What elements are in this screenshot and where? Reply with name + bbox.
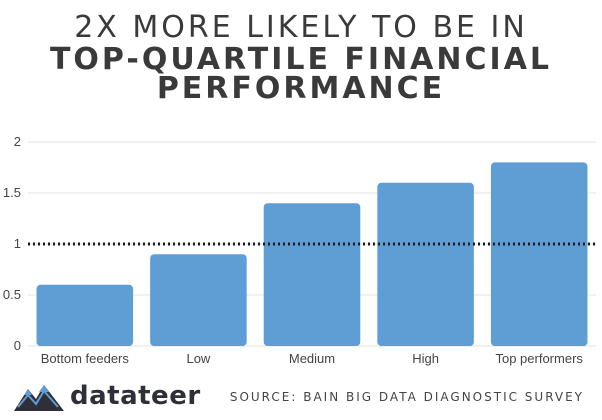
x-tick-label: Bottom feeders [41, 351, 130, 366]
x-tick-label: Medium [289, 351, 335, 366]
brand-name: datateer [70, 381, 201, 411]
chart-title-line-2: TOP-QUARTILE FINANCIAL [49, 42, 553, 77]
bar-chart: 0 0.5 1 1.5 2 Bottom feeders Low Medium High Top … [3, 134, 596, 366]
bar [150, 254, 247, 346]
x-tick-label: Low [186, 351, 210, 366]
y-tick-label: 0.5 [3, 287, 21, 302]
y-tick-label: 1 [14, 236, 21, 251]
bar [263, 203, 361, 346]
bar [36, 284, 134, 346]
bar [490, 162, 588, 346]
y-tick-label: 1.5 [3, 185, 21, 200]
bar [377, 182, 474, 346]
y-tick-label: 0 [14, 338, 21, 353]
source-note: SOURCE: BAIN BIG DATA DIAGNOSTIC SURVEY [229, 390, 584, 404]
mountain-logo-icon [14, 385, 64, 411]
brand: datateer [14, 381, 201, 411]
y-tick-label: 2 [14, 134, 21, 149]
chart-title-line-1: 2X MORE LIKELY TO BE IN [74, 10, 528, 45]
x-tick-label: Top performers [495, 351, 583, 366]
x-tick-label: High [412, 351, 439, 366]
chart-title-line-3: PERFORMANCE [156, 71, 446, 106]
